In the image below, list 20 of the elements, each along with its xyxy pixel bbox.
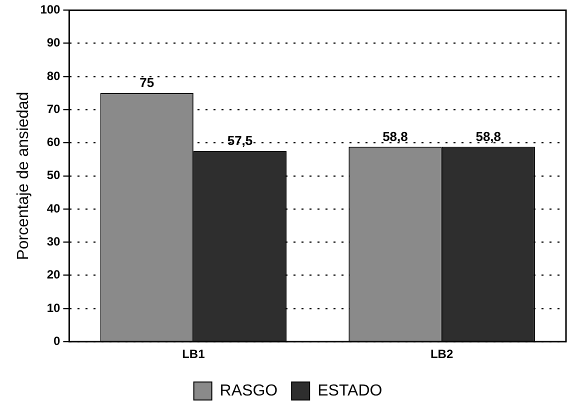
y-tick-label: 100 — [40, 2, 61, 17]
y-axis-title: Porcentaje de ansiedad — [15, 92, 32, 260]
y-tick-label: 20 — [46, 268, 61, 282]
y-tick-label: 0 — [54, 334, 61, 348]
y-tick-label: 80 — [46, 68, 61, 83]
data-label: 58,8 — [382, 128, 408, 144]
legend-label: RASGO — [220, 382, 278, 400]
y-tick-label: 60 — [46, 135, 61, 150]
y-tick-label: 50 — [46, 168, 61, 182]
y-tick-label: 30 — [46, 234, 61, 248]
x-tick-label: LB1 — [182, 347, 206, 362]
data-label: 57,5 — [227, 133, 253, 148]
y-tick-label: 90 — [46, 36, 61, 50]
y-tick-label: 10 — [46, 300, 61, 315]
x-tick-label: LB2 — [430, 347, 454, 362]
legend-label: ESTADO — [318, 382, 382, 400]
data-label: 75 — [140, 75, 154, 90]
data-label: 58,8 — [476, 128, 502, 144]
y-tick-label: 70 — [46, 102, 61, 116]
y-tick-label: 40 — [46, 201, 61, 216]
